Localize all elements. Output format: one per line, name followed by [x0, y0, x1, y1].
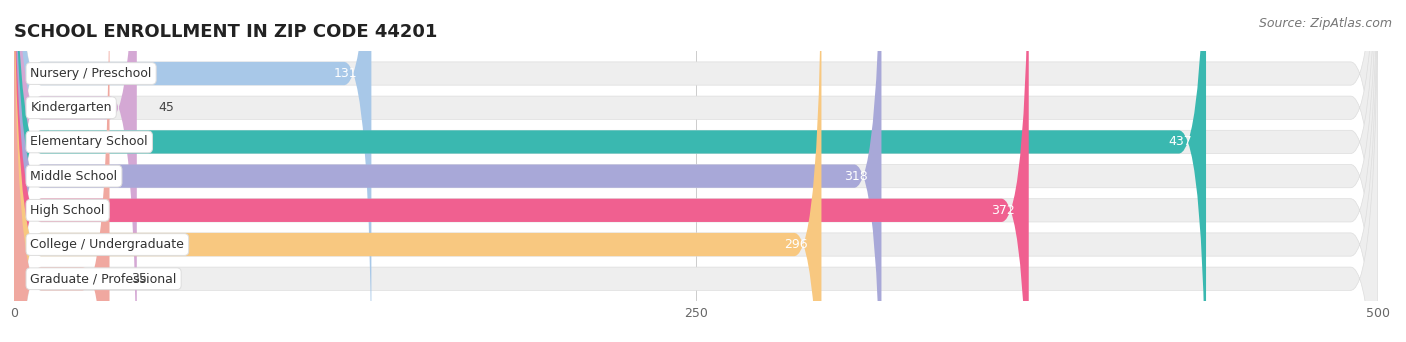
FancyBboxPatch shape — [14, 0, 1378, 342]
FancyBboxPatch shape — [14, 0, 1378, 342]
Text: College / Undergraduate: College / Undergraduate — [31, 238, 184, 251]
FancyBboxPatch shape — [14, 0, 1206, 342]
Text: Middle School: Middle School — [31, 170, 118, 183]
FancyBboxPatch shape — [14, 0, 371, 342]
FancyBboxPatch shape — [14, 0, 821, 342]
FancyBboxPatch shape — [14, 0, 1378, 342]
Text: 437: 437 — [1168, 135, 1192, 148]
FancyBboxPatch shape — [14, 0, 1378, 342]
Text: 372: 372 — [991, 204, 1015, 217]
FancyBboxPatch shape — [14, 0, 882, 342]
Text: Source: ZipAtlas.com: Source: ZipAtlas.com — [1258, 17, 1392, 30]
Text: 131: 131 — [335, 67, 357, 80]
FancyBboxPatch shape — [14, 0, 1029, 342]
Text: Elementary School: Elementary School — [31, 135, 148, 148]
FancyBboxPatch shape — [14, 0, 1378, 342]
FancyBboxPatch shape — [14, 0, 1378, 342]
Text: 35: 35 — [131, 272, 148, 285]
Text: 318: 318 — [844, 170, 868, 183]
Text: 45: 45 — [159, 101, 174, 114]
Text: Graduate / Professional: Graduate / Professional — [31, 272, 177, 285]
FancyBboxPatch shape — [14, 0, 110, 342]
Text: Nursery / Preschool: Nursery / Preschool — [31, 67, 152, 80]
Text: SCHOOL ENROLLMENT IN ZIP CODE 44201: SCHOOL ENROLLMENT IN ZIP CODE 44201 — [14, 23, 437, 41]
FancyBboxPatch shape — [14, 0, 136, 342]
FancyBboxPatch shape — [14, 0, 1378, 342]
Text: Kindergarten: Kindergarten — [31, 101, 112, 114]
Text: 296: 296 — [785, 238, 808, 251]
Text: High School: High School — [31, 204, 105, 217]
